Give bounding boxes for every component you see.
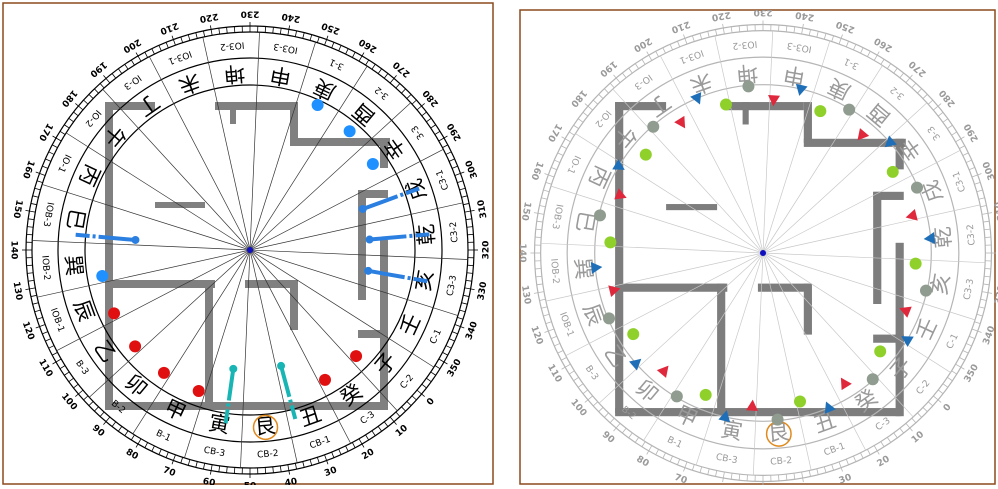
- wall: [758, 284, 809, 292]
- wall: [743, 102, 749, 124]
- sector-code: IOB-2: [548, 258, 561, 284]
- degree-label: 60: [202, 477, 216, 485]
- marker-green: [700, 389, 712, 401]
- wall: [290, 102, 298, 142]
- degree-label: 40: [284, 477, 298, 485]
- sector-code: CB-2: [770, 455, 793, 468]
- wall: [804, 102, 812, 143]
- marker-green: [640, 149, 652, 161]
- degree-label: 50: [244, 482, 257, 486]
- marker-green: [720, 99, 732, 111]
- arrow-head: [366, 236, 374, 244]
- degree-label: 230: [753, 7, 772, 18]
- marker-gray: [603, 312, 615, 324]
- arrow-head: [277, 362, 285, 370]
- mountain-label: 亥: [927, 272, 955, 297]
- marker-gray: [911, 182, 923, 194]
- marker-green: [604, 236, 616, 248]
- wall: [615, 284, 727, 292]
- center-point: [760, 250, 766, 256]
- wall: [873, 192, 881, 304]
- marker-dot: [193, 385, 205, 397]
- sector-code: CB-2: [257, 449, 279, 461]
- wall: [245, 280, 295, 288]
- wall: [215, 102, 290, 110]
- marker-dot: [312, 99, 324, 111]
- mountain-label: 巳: [571, 209, 599, 234]
- mountain-label: 寅: [719, 417, 744, 445]
- wall: [105, 280, 215, 288]
- sector-code: IO3-2: [732, 38, 758, 51]
- marker-gray: [843, 104, 855, 116]
- arrow-head: [131, 236, 139, 244]
- marker-gray: [772, 414, 784, 426]
- wall: [380, 240, 388, 340]
- arrow-head: [229, 365, 237, 373]
- marker-green: [874, 345, 886, 357]
- mountain-label: 申: [782, 61, 807, 89]
- mountain-label: 巳: [62, 207, 89, 232]
- marker-gray: [867, 373, 879, 385]
- marker-dot: [158, 367, 170, 379]
- wall: [615, 408, 901, 416]
- wall: [230, 102, 236, 124]
- wall: [727, 102, 804, 110]
- marker-green: [887, 166, 899, 178]
- marker-gray: [594, 209, 606, 221]
- marker-dot: [344, 125, 356, 137]
- marker-dot: [108, 307, 120, 319]
- degree-label: 230: [241, 9, 260, 19]
- marker-gray: [920, 285, 932, 297]
- marker-dot: [319, 374, 331, 386]
- marker-green: [794, 395, 806, 407]
- marker-green: [814, 105, 826, 117]
- marker-dot: [96, 270, 108, 282]
- marker-gray: [742, 80, 754, 92]
- wall: [896, 243, 904, 345]
- degree-label: 320: [482, 241, 492, 260]
- marker-green: [910, 258, 922, 270]
- mountain-label: 申: [268, 62, 293, 89]
- sector-code: C3-2: [449, 221, 461, 243]
- marker-dot: [367, 158, 379, 170]
- center-point: [247, 247, 253, 253]
- sector-code: IO3-2: [219, 39, 244, 51]
- arrow-head: [364, 267, 372, 275]
- wall: [804, 284, 812, 335]
- wall: [717, 284, 725, 412]
- mountain-label: 坤: [223, 61, 246, 87]
- marker-dot: [129, 340, 141, 352]
- degree-label: 140: [9, 241, 19, 260]
- arrow-head: [359, 205, 367, 213]
- marker-gray: [671, 390, 683, 402]
- wall: [290, 280, 298, 330]
- sector-code: C3-2: [965, 224, 978, 246]
- marker-dot: [350, 350, 362, 362]
- marker-gray: [647, 121, 659, 133]
- wall: [105, 402, 385, 410]
- marker-green: [627, 328, 639, 340]
- wall: [205, 280, 213, 405]
- degree-label: 140: [517, 243, 528, 262]
- mountain-label: 巽: [61, 254, 87, 277]
